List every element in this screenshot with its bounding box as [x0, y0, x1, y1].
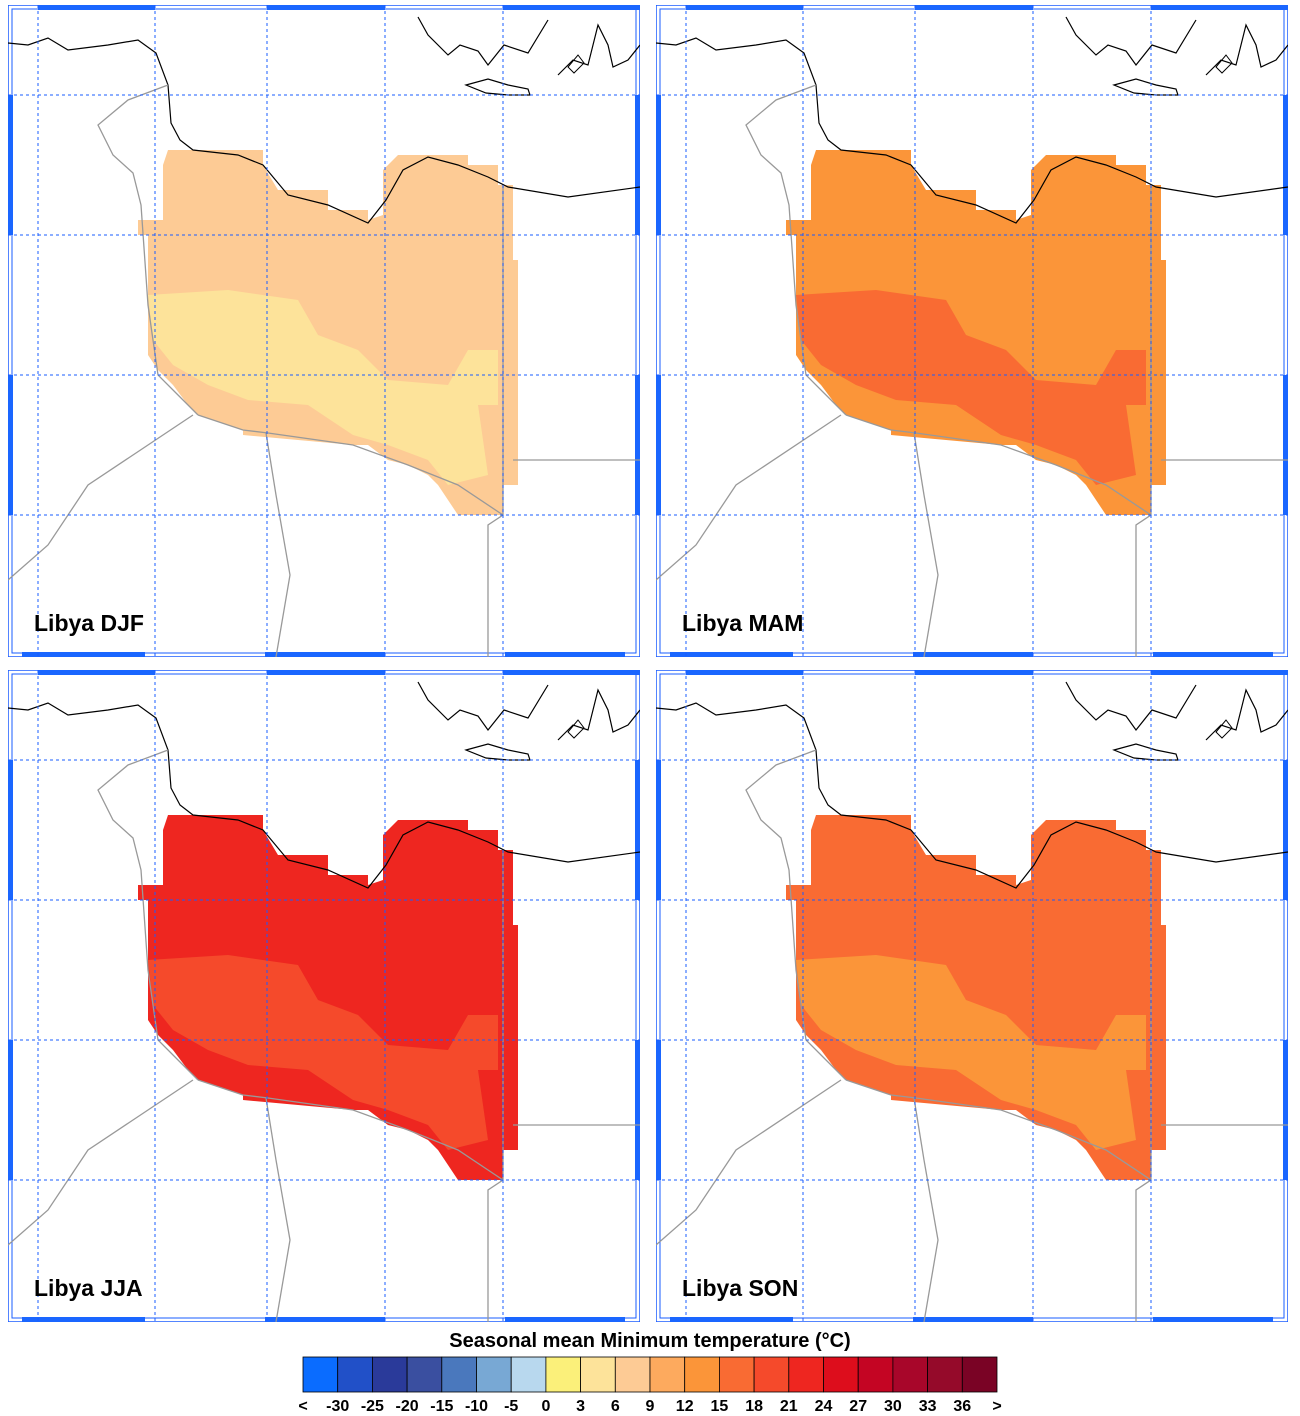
colorbar-swatch: [441, 1356, 477, 1393]
colorbar-label: 6: [611, 1398, 620, 1415]
colorbar-swatch: [823, 1356, 859, 1393]
colorbar-swatch: [614, 1356, 651, 1393]
colorbar-label: 27: [849, 1398, 867, 1415]
colorbar-label: 33: [919, 1398, 937, 1415]
panel-label: Libya SON: [682, 1275, 798, 1301]
colorbar-label: 24: [815, 1398, 833, 1415]
colorbar-label: -15: [430, 1398, 453, 1415]
colorbar-label: 0: [541, 1398, 550, 1415]
colorbar-label: 15: [711, 1398, 729, 1415]
map-panel: Libya MAM: [656, 5, 1288, 657]
map: [656, 670, 1288, 1322]
colorbar-label: >: [992, 1398, 1001, 1415]
panel-label: Libya DJF: [34, 610, 144, 636]
map-panel: Libya DJF: [8, 5, 640, 657]
colorbar-swatch: [857, 1356, 894, 1393]
colorbar-swatch: [406, 1356, 443, 1393]
colorbar-label: 36: [953, 1398, 971, 1415]
colorbar-label: 18: [745, 1398, 763, 1415]
colorbar-label: 9: [646, 1398, 655, 1415]
colorbar-label: 12: [676, 1398, 694, 1415]
colorbar-swatch: [649, 1356, 686, 1393]
colorbar-label: <: [298, 1398, 307, 1415]
colorbar-swatch: [580, 1356, 616, 1393]
colorbar-swatch: [302, 1356, 339, 1393]
panel-label: Libya MAM: [682, 610, 803, 636]
map-panel: Libya JJA: [8, 670, 640, 1322]
map: [8, 5, 640, 657]
colorbar-swatch: [510, 1356, 547, 1393]
colorbar-swatch: [788, 1356, 824, 1393]
colorbar-swatch: [927, 1356, 963, 1393]
colorbar-label: -30: [326, 1398, 349, 1415]
map: [8, 670, 640, 1322]
colorbar-title: Seasonal mean Minimum temperature (°C): [449, 1330, 850, 1352]
colorbar-swatch: [337, 1356, 373, 1393]
colorbar-label: 3: [576, 1398, 585, 1415]
colorbar-label: -20: [396, 1398, 419, 1415]
colorbar-label: -25: [361, 1398, 384, 1415]
colorbar-swatch: [684, 1356, 720, 1393]
colorbar-swatch: [719, 1356, 755, 1393]
colorbar-label: 30: [884, 1398, 902, 1415]
colorbar-swatch: [961, 1356, 998, 1393]
panel-label: Libya JJA: [34, 1275, 143, 1301]
colorbar-swatch: [476, 1356, 512, 1393]
map: [656, 5, 1288, 657]
colorbar-label: -5: [504, 1398, 518, 1415]
colorbar-swatch: [892, 1356, 929, 1393]
colorbar-swatch: [545, 1356, 582, 1393]
colorbar-swatch: [371, 1356, 408, 1393]
colorbar-label: -10: [465, 1398, 488, 1415]
map-panel: Libya SON: [656, 670, 1288, 1322]
colorbar-label: 21: [780, 1398, 798, 1415]
colorbar-swatch: [753, 1356, 790, 1393]
